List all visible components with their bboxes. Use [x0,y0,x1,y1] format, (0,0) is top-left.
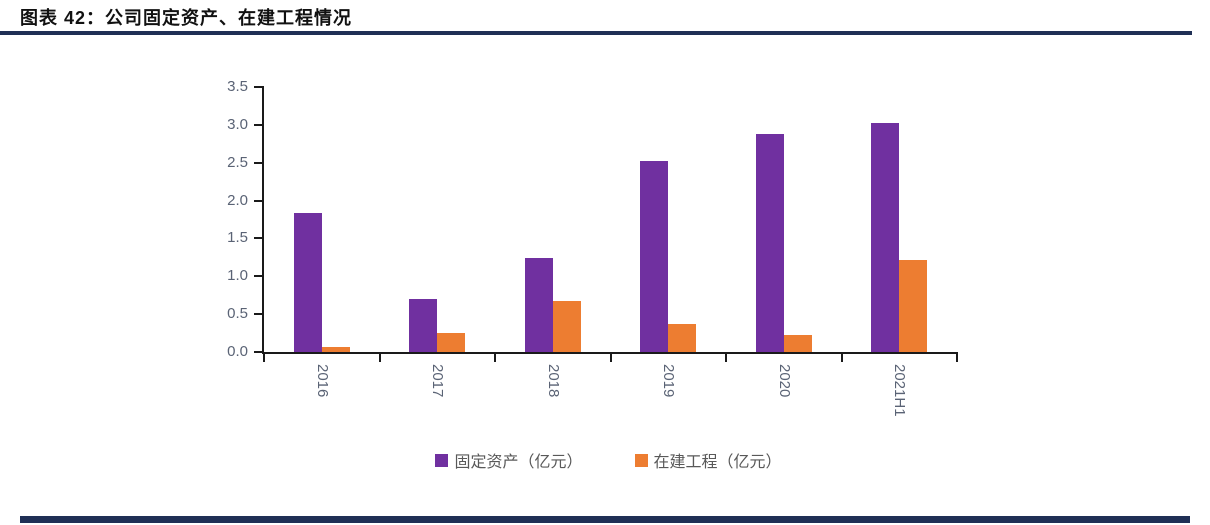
bar-2017-series0 [409,299,438,352]
x-tick-mark [609,352,612,362]
bar-2016-series0 [293,213,322,352]
y-tick-label: 0.5 [227,305,248,323]
legend-label: 固定资产（亿元） [454,454,583,471]
figure-title: 图表 42：公司固定资产、在建工程情况 [20,8,353,28]
y-tick-label: 3.5 [227,78,248,95]
x-tick-mark [956,352,958,362]
x-axis-label: 2020 [775,364,793,398]
y-tick-label: 2.5 [227,153,248,171]
bar-2020-series0 [755,133,784,352]
legend-label: 在建工程（亿元） [653,454,782,471]
plot-area: 0.0 0.5 1.0 1.5 2.0 2.5 3.0 3.5 2016 2017 2018 2019… [227,78,958,417]
bar-2018-series1 [552,301,581,352]
x-tick-mark [725,352,727,362]
y-tick-label: 0.0 [227,343,248,360]
bar-2021H1-series0 [871,122,900,352]
legend-swatch [435,453,449,467]
bar-2018-series0 [524,258,553,352]
x-tick-mark [378,352,381,362]
bar-2017-series1 [437,333,466,352]
title-rule [0,31,1192,35]
x-axis-label: 2019 [660,364,678,398]
y-tick-mark [254,313,264,316]
x-tick-mark [840,352,843,362]
y-tick-mark [254,275,264,278]
y-tick-mark [254,351,264,353]
y-tick-mark [254,123,264,126]
x-tick-mark [494,352,496,362]
bar-2019-series0 [640,161,669,352]
y-tick-mark [254,86,264,88]
y-tick-mark [254,161,264,164]
x-axis-label: 2021H1 [891,364,909,417]
y-tick-label: 3.0 [227,115,248,133]
y-tick-mark [254,199,264,202]
x-tick-mark [263,352,265,362]
y-tick-label: 1.0 [227,267,248,285]
bar-2020-series1 [783,335,812,352]
y-tick-mark [254,237,264,240]
x-axis-label: 2018 [544,364,562,398]
legend-item: 在建工程（亿元） [634,448,782,472]
bar-2016-series1 [321,346,350,352]
legend-swatch [634,453,648,467]
footer-rule [20,516,1190,523]
y-tick-label: 1.5 [227,229,248,247]
legend-item: 固定资产（亿元） [435,448,583,472]
legend: 固定资产（亿元） 在建工程（亿元） [262,448,955,472]
x-axis-label: 2016 [313,364,331,398]
bar-2021H1-series1 [899,260,928,352]
x-axis-label: 2017 [429,364,447,398]
bar-2019-series1 [668,323,697,352]
y-tick-label: 2.0 [227,191,248,209]
